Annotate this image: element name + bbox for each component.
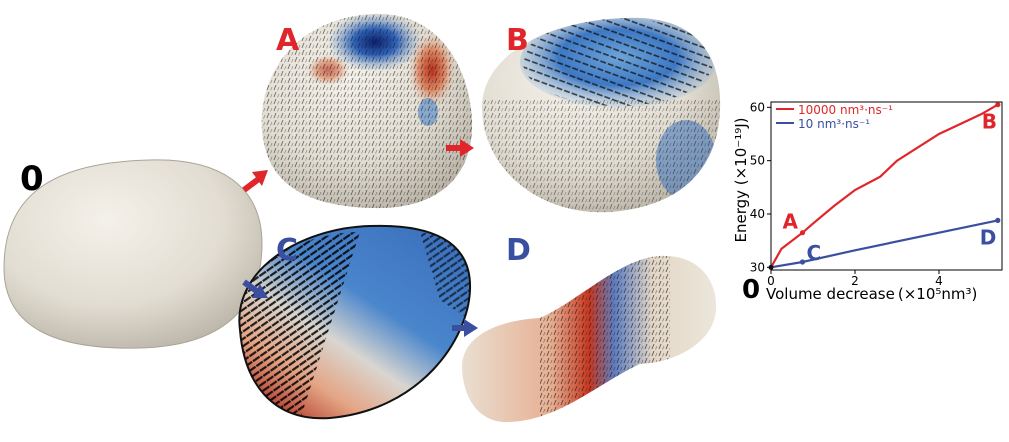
marker-label-A: A	[783, 210, 799, 234]
x-axis-label-main: Volume decrease	[766, 285, 895, 303]
vesicle-A	[261, 13, 473, 209]
arrow-A-to-B	[446, 139, 474, 157]
x-tick-label: 2	[851, 274, 859, 288]
plot-frame	[770, 101, 1003, 271]
x-axis-ticks: 0 2 4	[767, 270, 943, 288]
series-lines	[770, 103, 999, 269]
point-markers: A B C D	[768, 102, 1001, 270]
series-line-0	[770, 103, 999, 268]
legend: 10000 nm³·ns⁻¹ 10 nm³·ns⁻¹	[776, 103, 893, 131]
label-C: C	[276, 233, 298, 268]
y-axis-label: Energy (×10⁻¹⁹J)	[732, 117, 750, 242]
label-D: D	[506, 233, 531, 268]
origin-point	[768, 264, 774, 270]
marker-label-D: D	[980, 225, 997, 249]
marker-label-C: C	[807, 241, 822, 265]
y-tick-label: 40	[750, 207, 765, 221]
energy-chart: 30 40 50 60 0 2 4 A B C D 10000 nm³·ns⁻¹ 10 nm³·…	[732, 100, 1003, 305]
marker-point-B	[995, 102, 1001, 108]
label-B: B	[506, 23, 529, 58]
x-tick-label: 4	[935, 274, 943, 288]
vesicle-0-initial	[3, 159, 263, 349]
label-0: 0	[20, 159, 44, 199]
origin-label: 0	[742, 275, 760, 305]
vesicle-C	[238, 224, 472, 420]
marker-label-B: B	[982, 110, 997, 134]
y-tick-label: 30	[750, 260, 765, 274]
arrow-0-to-C	[242, 279, 268, 298]
x-axis-label-unit: (×10⁵nm³)	[898, 285, 978, 303]
y-tick-label: 60	[750, 100, 765, 114]
legend-label-slow: 10 nm³·ns⁻¹	[798, 117, 870, 131]
marker-point-C	[799, 259, 806, 265]
y-axis-ticks: 30 40 50 60	[750, 100, 771, 274]
marker-point-D	[995, 217, 1001, 223]
label-A: A	[276, 23, 300, 58]
x-axis-label: Volume decrease (×10⁵nm³)	[766, 285, 977, 303]
arrow-C-to-D	[452, 319, 478, 337]
y-tick-label: 50	[750, 154, 765, 168]
vesicle-D	[461, 255, 717, 423]
x-tick-label: 0	[767, 274, 775, 288]
legend-label-fast: 10000 nm³·ns⁻¹	[798, 103, 893, 117]
arrow-0-to-A	[242, 170, 268, 193]
series-line-1	[770, 219, 999, 269]
marker-point-A	[799, 230, 806, 236]
